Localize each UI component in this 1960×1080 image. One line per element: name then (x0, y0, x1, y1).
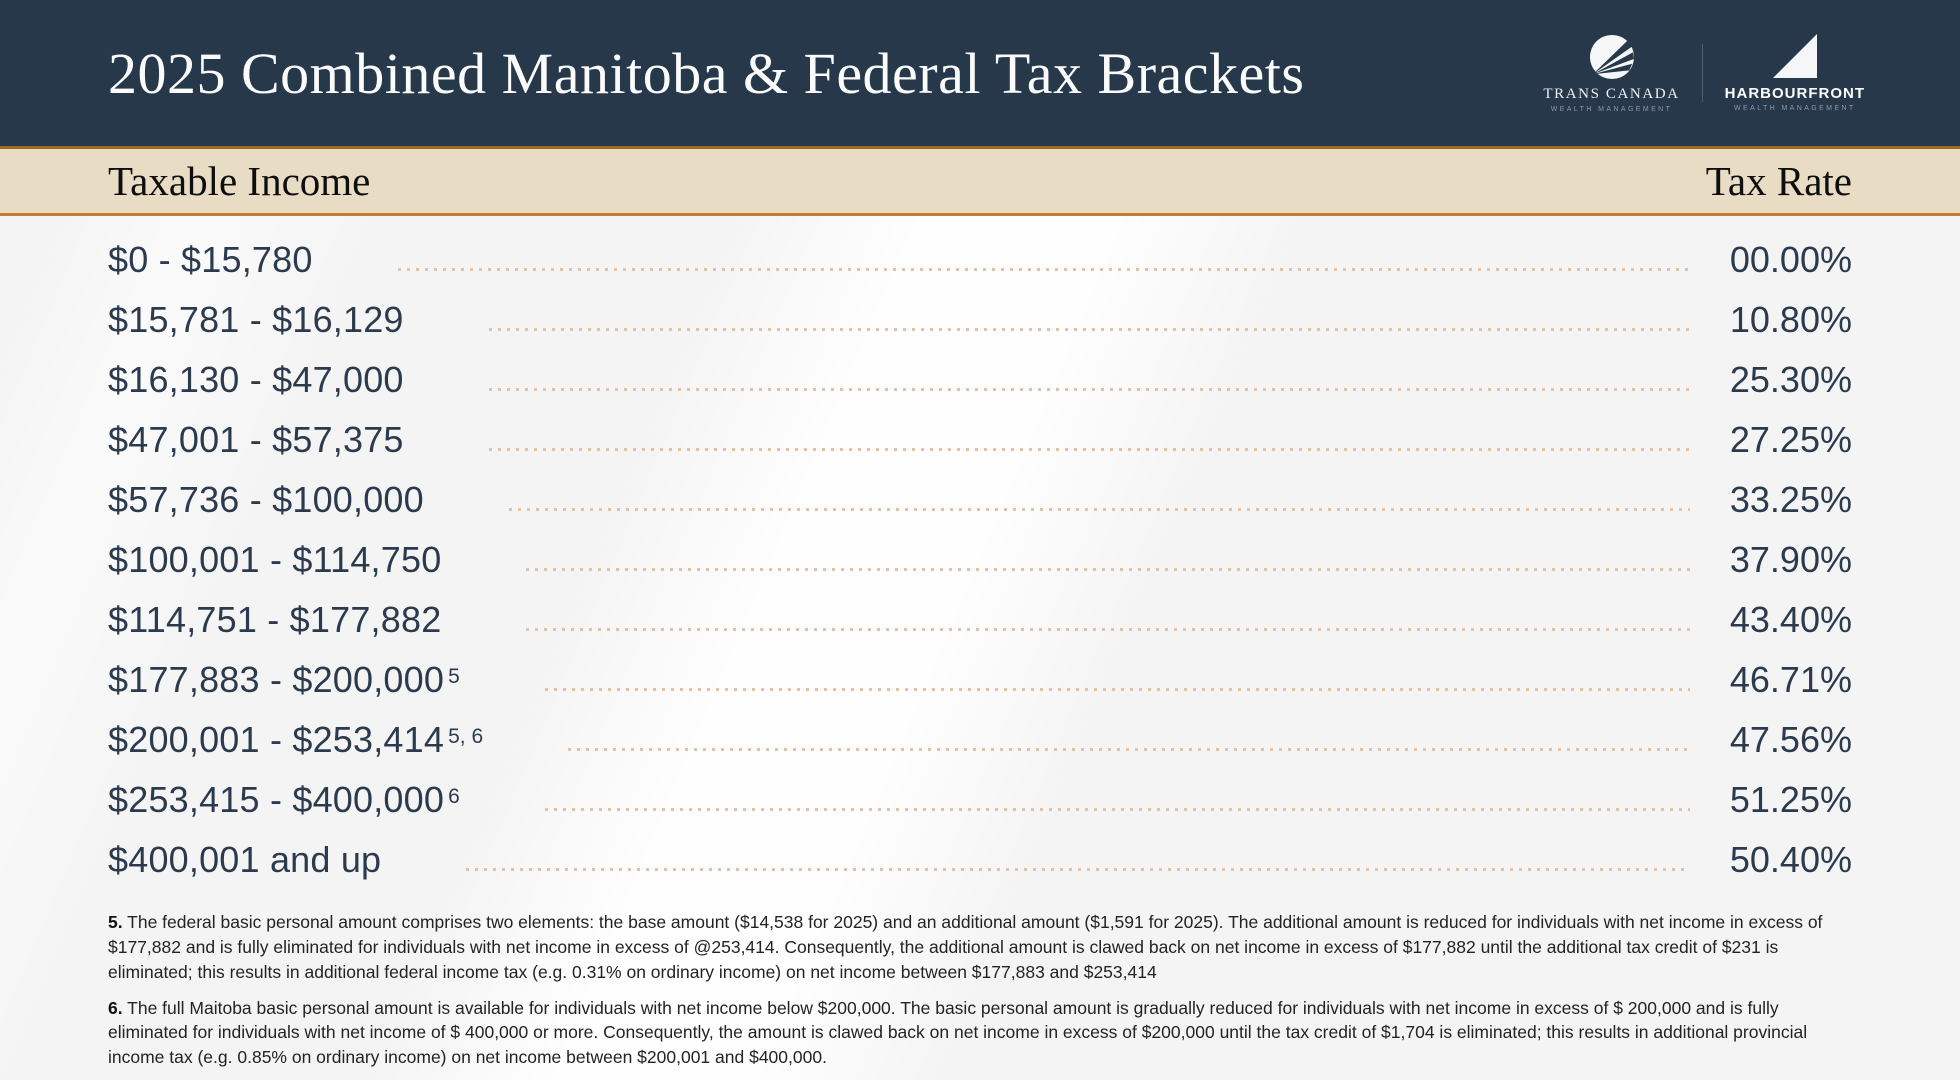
income-range: $177,883 - $200,000 5 (108, 659, 460, 700)
income-range: $47,001 - $57,375 (108, 419, 404, 460)
income-range: $16,130 - $47,000 (108, 359, 404, 400)
tax-rate-value: 37.90% (1729, 539, 1852, 580)
income-range: $400,001 and up (108, 839, 382, 880)
income-range: $100,001 - $114,750 (108, 539, 442, 580)
income-range: $114,751 - $177,882 (108, 599, 442, 640)
trans-canada-logo: TRANS CANADA WEALTH MANAGEMENT (1543, 34, 1679, 113)
footnote-6-label: 6. (108, 997, 123, 1018)
footnote-5-label: 5. (108, 912, 123, 932)
income-range: $200,001 - $253,414 5, 6 (108, 719, 484, 760)
tax-rate-value: 51.25% (1729, 779, 1852, 820)
dotted-leader-line (466, 867, 1690, 871)
logo-divider (1701, 44, 1703, 102)
tax-rate-value: 25.30% (1729, 359, 1852, 400)
dotted-leader-line (544, 687, 1690, 691)
dotted-leader-line (508, 507, 1690, 511)
income-range: $57,736 - $100,000 (108, 479, 424, 520)
dotted-leader-line (488, 387, 1690, 391)
harbourfront-triangle-icon (1772, 34, 1817, 78)
dotted-leader-line (488, 327, 1690, 331)
footnote-superscript: 5 (448, 665, 460, 688)
trans-canada-globe-icon (1589, 34, 1635, 80)
dotted-leader-line (526, 627, 1690, 631)
tax-rate-value: 50.40% (1729, 839, 1852, 880)
table-row: $16,130 - $47,000 25.30% (108, 350, 1852, 410)
logo-group: TRANS CANADA WEALTH MANAGEMENT HARBOURFR… (1543, 34, 1865, 113)
harbourfront-logo: HARBOURFRONT WEALTH MANAGEMENT (1725, 34, 1865, 112)
dotted-leader-line (397, 267, 1690, 271)
footnote-5: 5. The federal basic personal amount com… (108, 910, 1850, 985)
tax-rate-value: 27.25% (1729, 419, 1852, 460)
table-row: $15,781 - $16,129 10.80% (108, 290, 1852, 350)
dotted-leader-line (568, 747, 1690, 751)
table-header-band: Taxable Income Tax Rate (0, 146, 1960, 216)
dotted-leader-line (488, 447, 1690, 451)
footnote-6-text: The full Maitoba basic personal amount i… (108, 997, 1808, 1068)
tax-rate-value: 47.56% (1729, 719, 1852, 760)
footnotes-section: 5. The federal basic personal amount com… (108, 910, 1850, 1070)
page-title: 2025 Combined Manitoba & Federal Tax Bra… (108, 40, 1305, 106)
table-row: $253,415 - $400,000 6 51.25% (108, 770, 1852, 830)
tax-rate-value: 33.25% (1729, 479, 1852, 520)
header-banner: 2025 Combined Manitoba & Federal Tax Bra… (0, 0, 1960, 146)
trans-canada-logo-name: TRANS CANADA (1543, 85, 1680, 102)
income-range: $253,415 - $400,000 6 (108, 779, 460, 820)
table-row: $57,736 - $100,000 33.25% (108, 470, 1852, 530)
tax-rate-value: 43.40% (1729, 599, 1852, 640)
column-header-taxable-income: Taxable Income (108, 158, 371, 204)
income-range: $15,781 - $16,129 (108, 299, 404, 340)
table-row: $200,001 - $253,414 5, 6 47.56% (108, 710, 1852, 770)
footnote-superscript: 5, 6 (448, 725, 484, 748)
table-row: $47,001 - $57,375 27.25% (108, 410, 1852, 470)
footnote-superscript: 6 (448, 785, 460, 808)
footnote-6: 6. The full Maitoba basic personal amoun… (108, 996, 1850, 1071)
income-range: $0 - $15,780 (108, 239, 313, 280)
trans-canada-logo-tagline: WEALTH MANAGEMENT (1550, 105, 1673, 113)
dotted-leader-line (526, 567, 1690, 571)
dotted-leader-line (544, 807, 1690, 811)
tax-rate-value: 00.00% (1729, 239, 1852, 280)
tax-bracket-table: $0 - $15,780 00.00% $15,781 - $16,129 10… (0, 216, 1960, 890)
footnote-5-text: The federal basic personal amount compri… (108, 912, 1823, 982)
table-row: $100,001 - $114,750 37.90% (108, 530, 1852, 590)
column-header-tax-rate: Tax Rate (1705, 158, 1852, 204)
table-row: $177,883 - $200,000 5 46.71% (108, 650, 1852, 710)
tax-rate-value: 46.71% (1729, 659, 1852, 700)
tax-rate-value: 10.80% (1729, 299, 1852, 340)
table-row: $400,001 and up 50.40% (108, 830, 1852, 890)
table-row: $114,751 - $177,882 43.40% (108, 590, 1852, 650)
harbourfront-logo-tagline: WEALTH MANAGEMENT (1734, 105, 1856, 112)
table-row: $0 - $15,780 00.00% (108, 230, 1852, 290)
harbourfront-logo-name: HARBOURFRONT (1724, 85, 1865, 102)
